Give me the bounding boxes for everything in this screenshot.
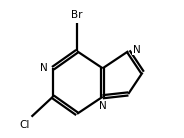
Text: N: N — [99, 101, 107, 111]
Text: Cl: Cl — [20, 120, 30, 130]
Text: N: N — [40, 63, 48, 73]
Text: N: N — [132, 45, 140, 55]
Text: Br: Br — [71, 10, 83, 20]
